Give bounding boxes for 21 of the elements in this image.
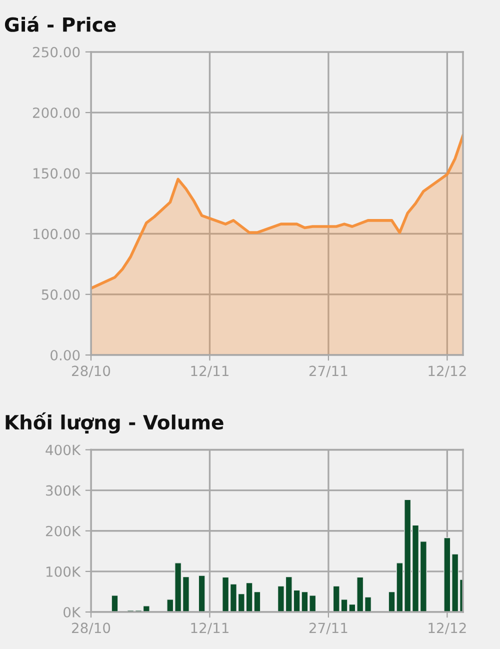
x-tick-label: 28/10 xyxy=(72,622,110,634)
y-tick-label: 50.00 xyxy=(42,289,80,300)
y-tick-label: 200.00 xyxy=(33,108,80,118)
y-tick-label: 0K xyxy=(64,606,81,618)
y-tick-label: 100K xyxy=(46,566,81,577)
x-tick-label: 12/11 xyxy=(191,622,228,634)
y-tick-label: 250.00 xyxy=(33,46,80,58)
x-tick-label: 28/10 xyxy=(72,366,110,378)
y-tick-label: 0.00 xyxy=(50,350,80,360)
y-tick-label: 100.00 xyxy=(34,228,80,240)
chart-title: Khối lượng - Volume xyxy=(6,412,224,434)
x-tick-label: 12/11 xyxy=(191,366,228,378)
x-tick-label: 27/11 xyxy=(309,622,348,634)
y-tick-label: 200K xyxy=(46,526,81,536)
y-tick-label: 400K xyxy=(46,444,81,456)
x-tick-label: 12/12 xyxy=(428,366,466,378)
chart-title: Giá - Price xyxy=(4,16,116,32)
y-tick-label: 150.00 xyxy=(34,168,80,179)
x-tick-label: 27/11 xyxy=(309,366,348,378)
x-tick-label: 12/12 xyxy=(428,622,466,634)
y-tick-label: 300K xyxy=(46,485,81,496)
